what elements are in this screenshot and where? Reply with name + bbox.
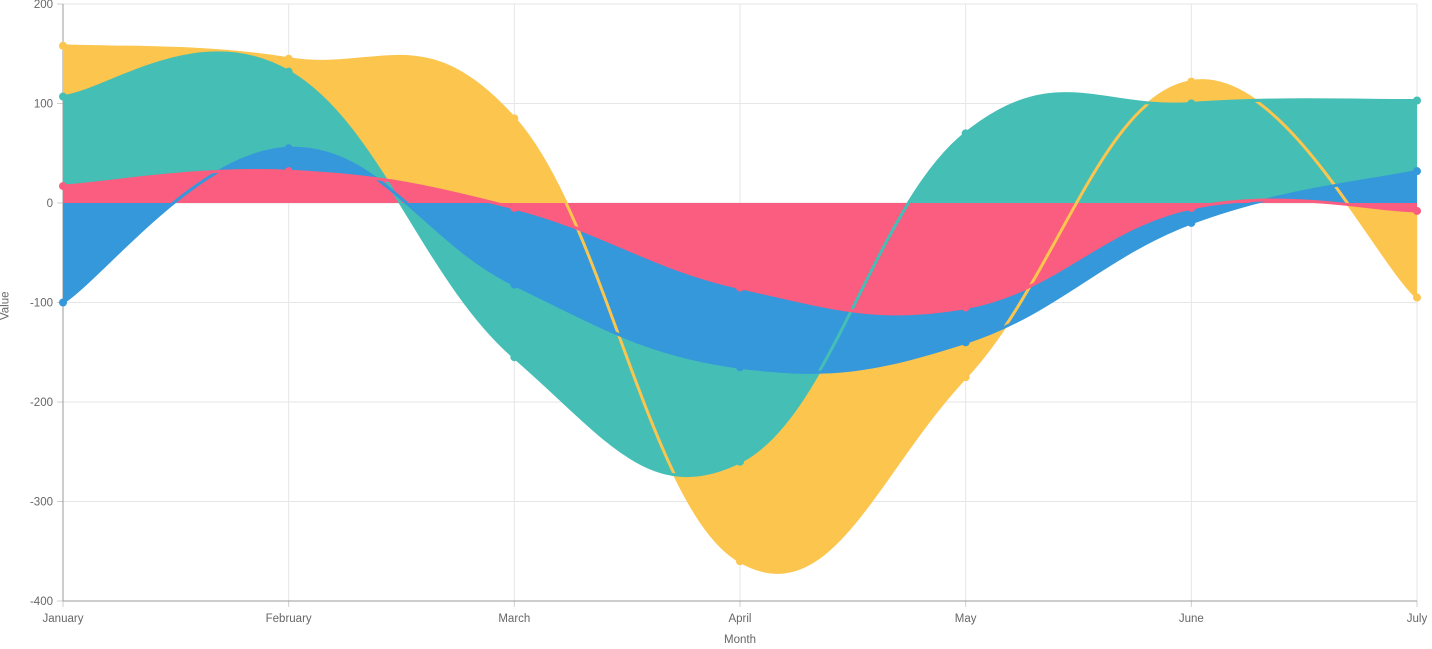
yellow-series-point bbox=[284, 54, 293, 63]
y-tick-label: 200 bbox=[34, 0, 53, 11]
y-tick-label: -400 bbox=[30, 596, 53, 608]
teal-series-point bbox=[1187, 99, 1196, 108]
pink-series-point bbox=[736, 283, 744, 292]
yellow-series-point bbox=[1187, 77, 1196, 86]
y-tick-label: 100 bbox=[34, 99, 53, 111]
yellow-series-point bbox=[736, 557, 744, 566]
x-tick-label: April bbox=[728, 613, 751, 625]
x-axis-title-text: Month bbox=[724, 634, 756, 646]
x-tick-label: January bbox=[43, 613, 84, 625]
pink-series-point bbox=[284, 167, 293, 176]
yellow-series-point bbox=[510, 114, 519, 123]
teal-series-point bbox=[736, 457, 744, 466]
teal-series-point bbox=[510, 353, 519, 362]
y-axis-title: Value bbox=[0, 291, 12, 321]
blue-series-point bbox=[961, 338, 970, 347]
blue-series-point bbox=[736, 363, 744, 372]
teal-series-point bbox=[284, 67, 293, 76]
teal-series-point bbox=[961, 129, 970, 138]
blue-series-point bbox=[284, 144, 293, 153]
y-tick-label: 0 bbox=[47, 198, 53, 210]
x-tick-label: May bbox=[955, 613, 977, 625]
teal-series-point bbox=[1413, 96, 1421, 105]
yellow-series-point bbox=[59, 41, 67, 50]
x-tick-label: February bbox=[266, 613, 312, 625]
yellow-series-point bbox=[961, 373, 970, 382]
blue-series-point bbox=[1187, 218, 1196, 227]
x-axis-title: Month bbox=[0, 634, 1432, 647]
x-tick-label: July bbox=[1407, 613, 1428, 625]
x-tick-label: March bbox=[498, 613, 530, 625]
pink-series-point bbox=[1413, 206, 1421, 215]
pink-series-point bbox=[961, 303, 970, 312]
yellow-series-point bbox=[1413, 293, 1421, 302]
y-tick-label: -300 bbox=[30, 497, 53, 509]
blue-series-point bbox=[510, 280, 519, 289]
pink-series-area bbox=[63, 170, 1417, 314]
x-tick-label: June bbox=[1179, 613, 1204, 625]
y-tick-label: -200 bbox=[30, 397, 53, 409]
blue-series-point bbox=[59, 298, 67, 307]
y-tick-label: -100 bbox=[30, 298, 53, 310]
blue-series-point bbox=[1413, 167, 1421, 176]
teal-series-point bbox=[59, 92, 67, 101]
pink-series-point bbox=[510, 203, 519, 212]
pink-series-point bbox=[1187, 203, 1196, 212]
pink-series-point bbox=[59, 182, 67, 191]
